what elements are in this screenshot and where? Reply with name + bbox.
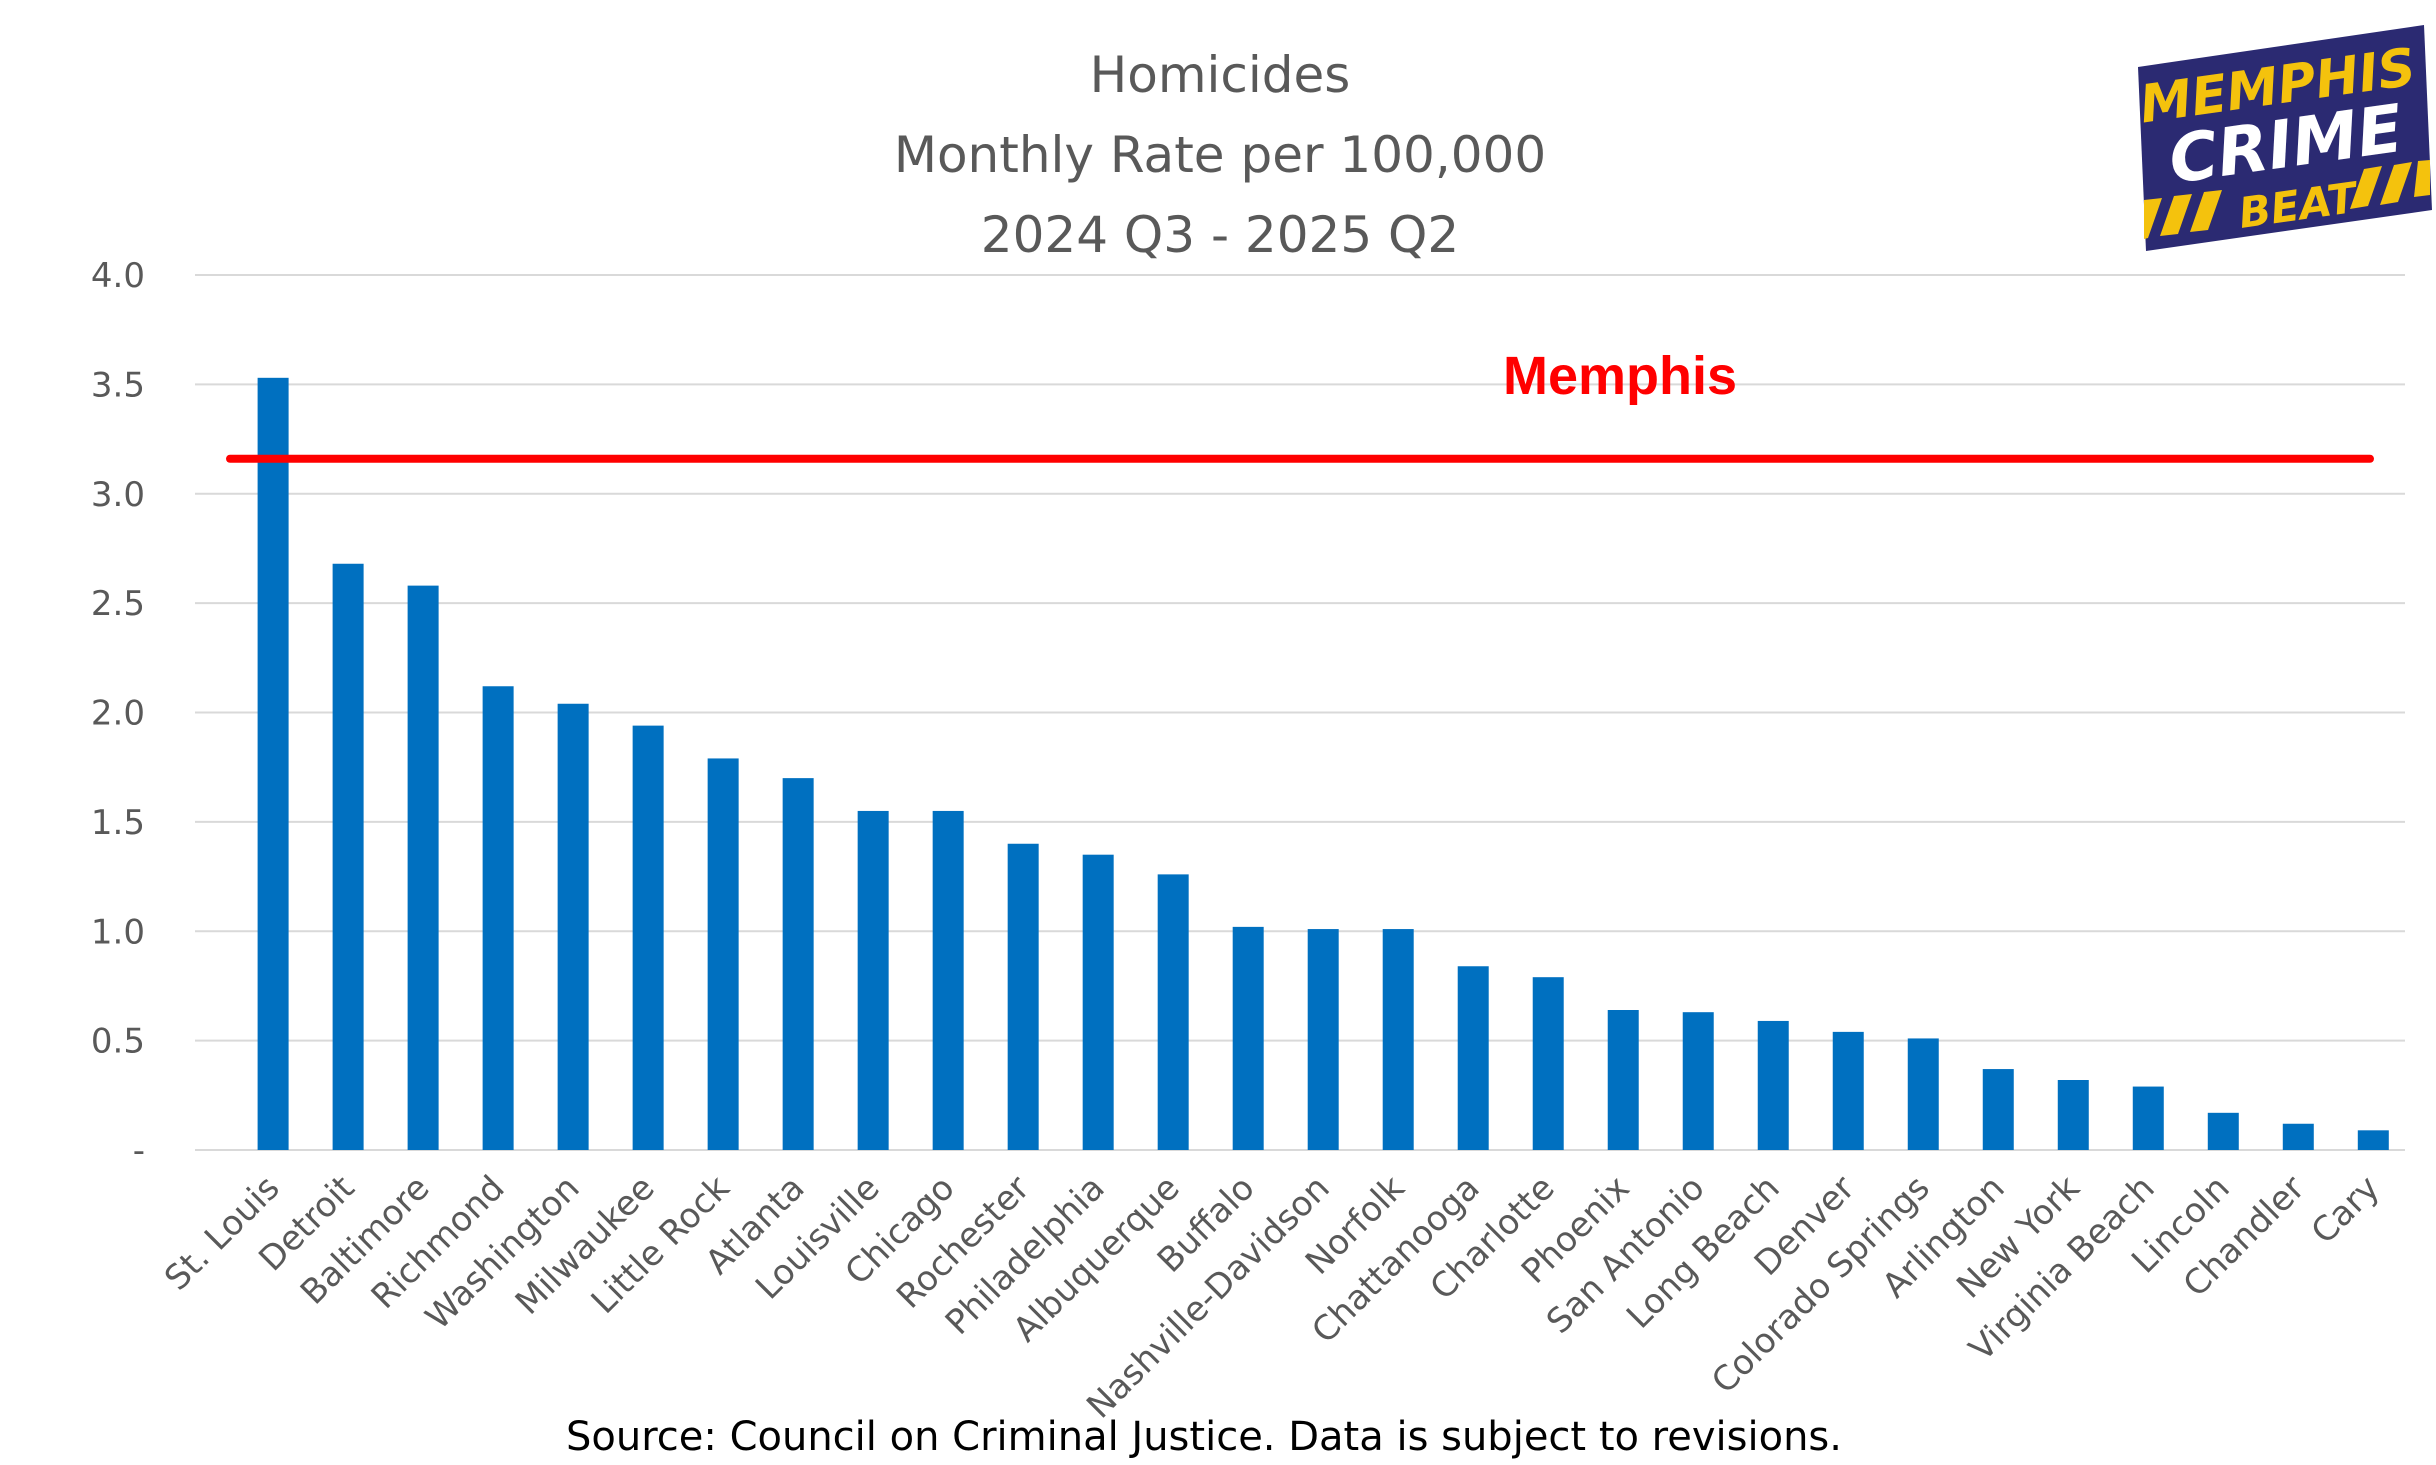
bar: [1832, 1031, 1864, 1150]
bar: [557, 703, 589, 1150]
chart-subtitle-line-2: 2024 Q3 - 2025 Q2: [981, 206, 1459, 264]
bar: [1082, 854, 1114, 1150]
bar: [1907, 1038, 1939, 1150]
gridlines: [195, 274, 2405, 1151]
y-tick-label: -: [133, 1131, 145, 1171]
bar: [1607, 1010, 1639, 1150]
bar: [257, 377, 289, 1150]
chart-subtitle-line-1: Monthly Rate per 100,000: [894, 126, 1546, 184]
chart-title-line-1: Homicides: [1090, 46, 1351, 104]
bar: [2357, 1130, 2389, 1150]
chart-title: Homicides Monthly Rate per 100,000 2024 …: [894, 46, 1546, 264]
bar: [1232, 926, 1264, 1150]
y-tick-label: 1.0: [91, 912, 145, 952]
bar: [632, 725, 664, 1150]
logo-hazard-stripes: [2144, 160, 2430, 239]
x-tick-label: Cary: [2304, 1168, 2388, 1252]
bar: [1757, 1020, 1789, 1150]
source-note: Source: Council on Criminal Justice. Dat…: [566, 1414, 1842, 1460]
y-axis-ticks: - 0.5 1.0 1.5 2.0 2.5 3.0 3.5 4.0: [91, 256, 145, 1171]
memphis-crime-beat-logo: MEMPHIS CRIME BEAT: [2136, 25, 2432, 251]
y-tick-label: 4.0: [91, 256, 145, 296]
bar: [1682, 1012, 1714, 1150]
bar: [332, 563, 364, 1150]
bar: [1007, 843, 1039, 1150]
reference-line-label: Memphis: [1503, 346, 1737, 406]
bar: [1457, 966, 1489, 1150]
bar: [932, 810, 964, 1150]
bar: [707, 758, 739, 1150]
y-tick-label: 1.5: [91, 803, 145, 843]
bar: [1532, 977, 1564, 1150]
bar: [482, 686, 514, 1150]
bar: [1307, 929, 1339, 1150]
bar: [2057, 1080, 2089, 1150]
y-tick-label: 3.0: [91, 475, 145, 515]
bar: [407, 585, 439, 1150]
x-axis-ticks: St. LouisDetroitBaltimoreRichmondWashing…: [157, 1168, 2388, 1427]
bars: [257, 377, 2389, 1150]
y-tick-label: 3.5: [91, 365, 145, 405]
y-tick-label: 2.5: [91, 584, 145, 624]
bar: [1382, 929, 1414, 1150]
bar: [2132, 1086, 2164, 1150]
bar: [2207, 1112, 2239, 1150]
bar: [782, 778, 814, 1150]
bar: [1982, 1069, 2014, 1150]
y-tick-label: 2.0: [91, 694, 145, 734]
memphis-reference: Memphis: [226, 346, 2374, 463]
bar: [857, 810, 889, 1150]
bar: [2282, 1123, 2314, 1150]
bar: [1157, 874, 1189, 1150]
y-tick-label: 0.5: [91, 1022, 145, 1062]
